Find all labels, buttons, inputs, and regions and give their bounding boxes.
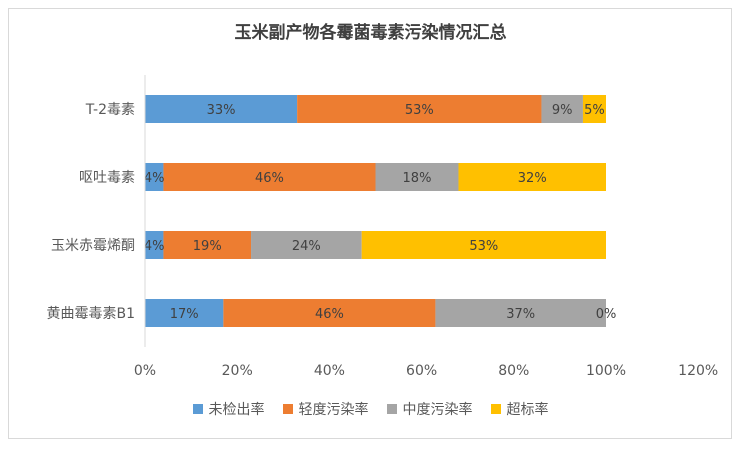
bar-segment: [145, 231, 164, 259]
data-label: 37%: [506, 307, 535, 322]
category-label: 玉米赤霉烯酮: [51, 238, 135, 254]
data-label: 32%: [518, 171, 547, 186]
x-tick-label: 40%: [314, 363, 345, 379]
bar-segment: [223, 299, 436, 327]
category-label: 呕吐毒素: [79, 170, 135, 186]
bars-group: [145, 95, 606, 327]
data-label: 33%: [207, 103, 236, 118]
legend-item: 轻度污染率: [282, 399, 369, 419]
data-label: 4%: [144, 171, 165, 186]
legend-swatch: [490, 404, 501, 414]
bar-segment: [375, 163, 459, 191]
x-tick-label: 120%: [678, 363, 718, 379]
x-tick-labels-group: 0% 20% 40% 60% 80% 100% 120%: [134, 363, 718, 379]
bar-segment: [145, 299, 224, 327]
legend-swatch: [282, 404, 293, 414]
legend-label: 轻度污染率: [298, 402, 369, 418]
bar-segment: [541, 95, 583, 123]
legend-item: 未检出率: [192, 399, 265, 419]
legend-item: 中度污染率: [386, 399, 473, 419]
legend-label: 未检出率: [208, 402, 265, 418]
bar-segment: [145, 95, 298, 123]
bar-segment: [435, 299, 606, 327]
bar-segment: [145, 163, 164, 191]
data-label: 19%: [193, 239, 222, 254]
chart-frame: [8, 8, 732, 439]
bar-segment: [297, 95, 542, 123]
data-label: 9%: [552, 103, 573, 118]
bar-segment: [582, 95, 606, 123]
data-label: 46%: [315, 307, 344, 322]
data-label: 4%: [144, 239, 165, 254]
data-label: 5%: [584, 103, 605, 118]
x-tick-label: 20%: [222, 363, 253, 379]
bar-segment: [163, 231, 252, 259]
data-label: 17%: [170, 307, 199, 322]
chart-title: 玉米副产物各霉菌毒素污染情况汇总: [234, 23, 507, 43]
bar-segment: [361, 231, 606, 259]
legend-swatch: [192, 404, 203, 414]
legend: 未检出率 轻度污染率 中度污染率 超标率: [0, 399, 741, 419]
data-labels-group: 33% 53% 9% 5% 4% 46% 18% 32% 4% 19% 24% 53% 17% 46% 37…: [144, 103, 616, 322]
data-label: 53%: [405, 103, 434, 118]
legend-swatch: [386, 404, 397, 414]
data-label: 53%: [469, 239, 498, 254]
legend-label: 中度污染率: [402, 402, 473, 418]
data-label: 46%: [255, 171, 284, 186]
bar-segment: [458, 163, 606, 191]
legend-item: 超标率: [490, 399, 549, 419]
bar-segment: [163, 163, 376, 191]
x-tick-label: 100%: [586, 363, 626, 379]
bar-segment: [251, 231, 362, 259]
x-tick-label: 60%: [406, 363, 437, 379]
data-label: 24%: [292, 239, 321, 254]
x-tick-label: 80%: [498, 363, 529, 379]
data-label: 0%: [596, 307, 617, 322]
data-label: 18%: [403, 171, 432, 186]
category-label: 黄曲霉毒素B1: [46, 305, 135, 322]
category-label: T-2毒素: [85, 102, 135, 118]
legend-label: 超标率: [506, 402, 549, 418]
x-tick-label: 0%: [134, 363, 156, 379]
